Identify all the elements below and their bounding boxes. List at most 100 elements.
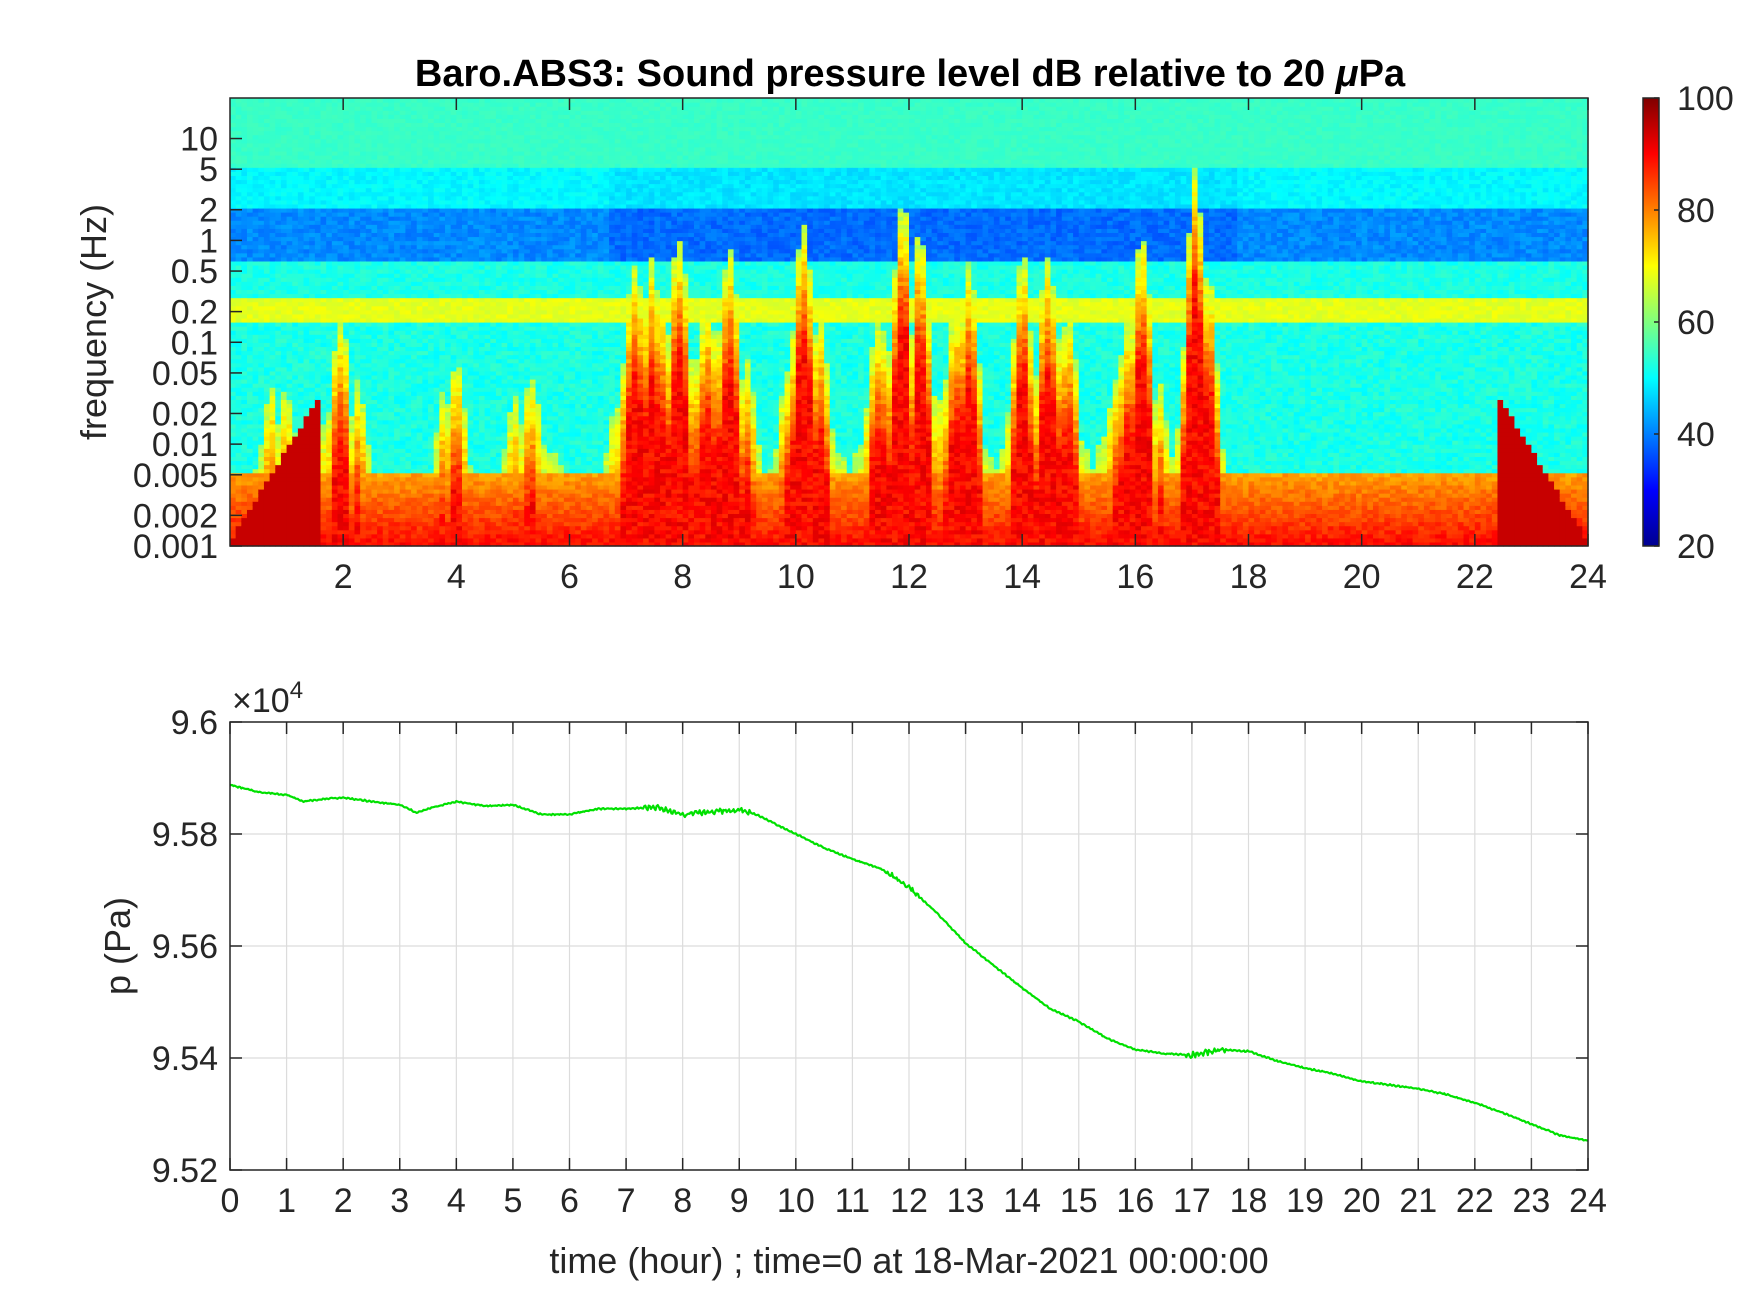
spectrogram-cell: [434, 208, 440, 213]
spectrogram-cell: [388, 110, 394, 115]
spectrogram-cell: [434, 408, 440, 413]
spectrogram-cell: [338, 298, 344, 303]
spectrogram-cell: [360, 481, 366, 486]
spectrogram-cell: [462, 232, 468, 237]
spectrogram-cell: [264, 465, 270, 470]
spectrogram-cell: [241, 416, 247, 421]
spectrogram-cell: [371, 428, 377, 433]
spectrogram-cell: [445, 127, 451, 132]
spectrogram-cell: [383, 391, 389, 396]
spectrogram-cell: [434, 302, 440, 307]
spectrogram-cell: [343, 428, 349, 433]
spectrogram-cell: [270, 122, 276, 127]
spectrogram-cell: [354, 143, 360, 148]
spectrogram-cell: [366, 314, 372, 319]
spectrogram-cell: [258, 241, 264, 246]
spectrogram-cell: [468, 465, 474, 470]
spectrogram-cell: [366, 306, 372, 311]
spectrogram-cell: [298, 245, 304, 250]
spectrogram-cell: [321, 383, 327, 388]
spectrogram-cell: [405, 342, 411, 347]
spectrogram-cell: [309, 184, 315, 189]
spectrogram-cell: [417, 367, 423, 372]
spectrogram-cell: [292, 298, 298, 303]
spectrogram-cell: [349, 346, 355, 351]
spectrogram-cell: [236, 334, 242, 339]
spectrogram-cell: [360, 330, 366, 335]
spectrogram-cell: [366, 460, 372, 465]
spectrogram-cell: [309, 334, 315, 339]
spectrogram-cell: [275, 530, 281, 535]
spectrogram-cell: [366, 412, 372, 417]
spectrogram-cell: [428, 465, 434, 470]
spectrogram-cell: [473, 326, 479, 331]
spectrogram-cell: [332, 440, 338, 445]
spectrogram-cell: [434, 212, 440, 217]
spectrogram-cell: [258, 192, 264, 197]
spectrogram-cell: [349, 477, 355, 482]
spectrogram-cell: [462, 204, 468, 209]
spectrogram-cell: [468, 477, 474, 482]
spectrogram-cell: [338, 314, 344, 319]
spectrogram-cell: [456, 236, 462, 241]
spectrogram-cell: [304, 265, 310, 270]
spectrogram-cell: [309, 200, 315, 205]
spectrogram-cell: [434, 436, 440, 441]
spectrogram-cell: [253, 440, 259, 445]
spectrogram-cell: [247, 379, 253, 384]
spectrogram-cell: [394, 412, 400, 417]
spectrogram-cell: [434, 114, 440, 119]
spectrogram-cell: [468, 452, 474, 457]
spectrogram-cell: [422, 351, 428, 356]
spectrogram-cell: [253, 473, 259, 478]
spectrogram-cell: [417, 416, 423, 421]
spectrogram-cell: [377, 285, 383, 290]
spectrogram-cell: [439, 538, 445, 543]
spectrogram-cell: [338, 147, 344, 152]
spectrogram-cell: [439, 485, 445, 490]
spectrogram-cell: [400, 175, 406, 180]
spectrogram-cell: [309, 355, 315, 360]
spectrogram-cell: [377, 326, 383, 331]
spectrogram-cell: [451, 432, 457, 437]
spectrogram-cell: [264, 236, 270, 241]
spectrogram-cell: [258, 489, 264, 494]
spectrogram-cell: [377, 200, 383, 205]
spectrogram-cell: [315, 395, 321, 400]
spectrogram-cell: [241, 261, 247, 266]
spectrogram-cell: [264, 412, 270, 417]
spectrogram-cell: [462, 428, 468, 433]
spectrogram-cell: [315, 432, 321, 437]
spectrogram-cell: [371, 363, 377, 368]
spectrogram-cell: [456, 395, 462, 400]
spectrogram-cell: [468, 501, 474, 506]
spectrogram-cell: [428, 330, 434, 335]
spectrogram-cell: [343, 371, 349, 376]
spectrogram-cell: [264, 391, 270, 396]
spectrogram-cell: [253, 465, 259, 470]
spectrogram-cell: [371, 481, 377, 486]
spectrogram-cell: [253, 179, 259, 184]
spectrogram-cell: [405, 538, 411, 543]
spectrogram-cell: [360, 249, 366, 254]
spectrogram-cell: [343, 379, 349, 384]
spectrogram-cell: [388, 342, 394, 347]
spectrogram-cell: [462, 212, 468, 217]
spectrogram-cell: [428, 399, 434, 404]
spectrogram-cell: [434, 517, 440, 522]
spectrogram-cell: [236, 367, 242, 372]
spectrogram-cell: [338, 481, 344, 486]
spectrogram-cell: [253, 477, 259, 482]
spectrogram-cell: [405, 314, 411, 319]
spectrogram-cell: [473, 330, 479, 335]
spectrogram-cell: [354, 509, 360, 514]
spectrogram-cell: [304, 399, 310, 404]
spectrogram-cell: [360, 171, 366, 176]
spectrogram-cell: [275, 167, 281, 172]
spectrogram-cell: [439, 375, 445, 380]
spectrogram-cell: [434, 257, 440, 262]
spectrogram-cell: [428, 513, 434, 518]
spectrogram-cell: [360, 322, 366, 327]
spectrogram-cell: [309, 167, 315, 172]
spectrogram-cell: [309, 220, 315, 225]
